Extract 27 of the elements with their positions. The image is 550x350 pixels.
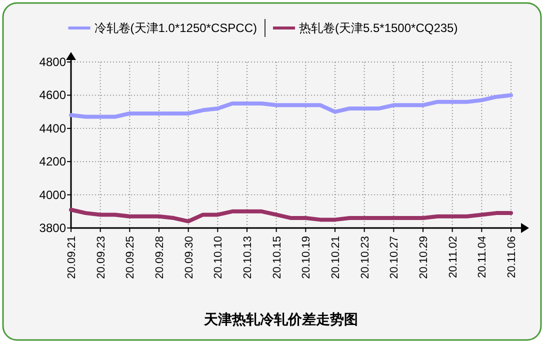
x-tick-label: 20.09.25 <box>124 236 137 279</box>
x-tick-label: 20.10.27 <box>388 236 401 279</box>
y-tick-label: 4600 <box>39 88 66 102</box>
y-tick-label: 4800 <box>39 55 66 69</box>
text: 天津热轧冷轧价差走势图 <box>203 311 358 327</box>
x-tick-label: 20.10.15 <box>271 236 284 279</box>
legend-label: 热轧卷(天津5.5*1500*CQ235) <box>298 21 458 35</box>
legend-label: 冷轧卷(天津1.0*1250*CSPCC) <box>94 21 257 35</box>
x-tick-label: 20.10.19 <box>300 236 313 279</box>
y-tick-label: 3800 <box>39 221 66 235</box>
x-tick-label: 20.09.23 <box>95 236 108 279</box>
x-tick-label: 20.10.10 <box>212 236 225 279</box>
y-tick-label: 4000 <box>39 188 66 202</box>
x-tick-label: 20.10.13 <box>242 236 254 279</box>
x-tick-label: 20.11.04 <box>476 236 489 278</box>
y-tick-label: 4400 <box>39 121 66 136</box>
x-tick-label: 20.10.23 <box>359 236 372 279</box>
x-tick-label: 20.11.06 <box>506 236 518 278</box>
line-series <box>69 208 513 224</box>
y-tick-label: 4200 <box>39 154 66 169</box>
line-series <box>69 93 513 119</box>
x-tick-label: 20.09.28 <box>154 236 166 279</box>
x-tick-label: 20.10.29 <box>418 236 430 279</box>
x-tick-label: 20.10.21 <box>330 236 342 279</box>
x-tick-label: 20.09.30 <box>183 236 196 279</box>
x-tick-label: 20.09.21 <box>66 236 78 279</box>
x-tick-label: 20.11.02 <box>447 236 460 278</box>
